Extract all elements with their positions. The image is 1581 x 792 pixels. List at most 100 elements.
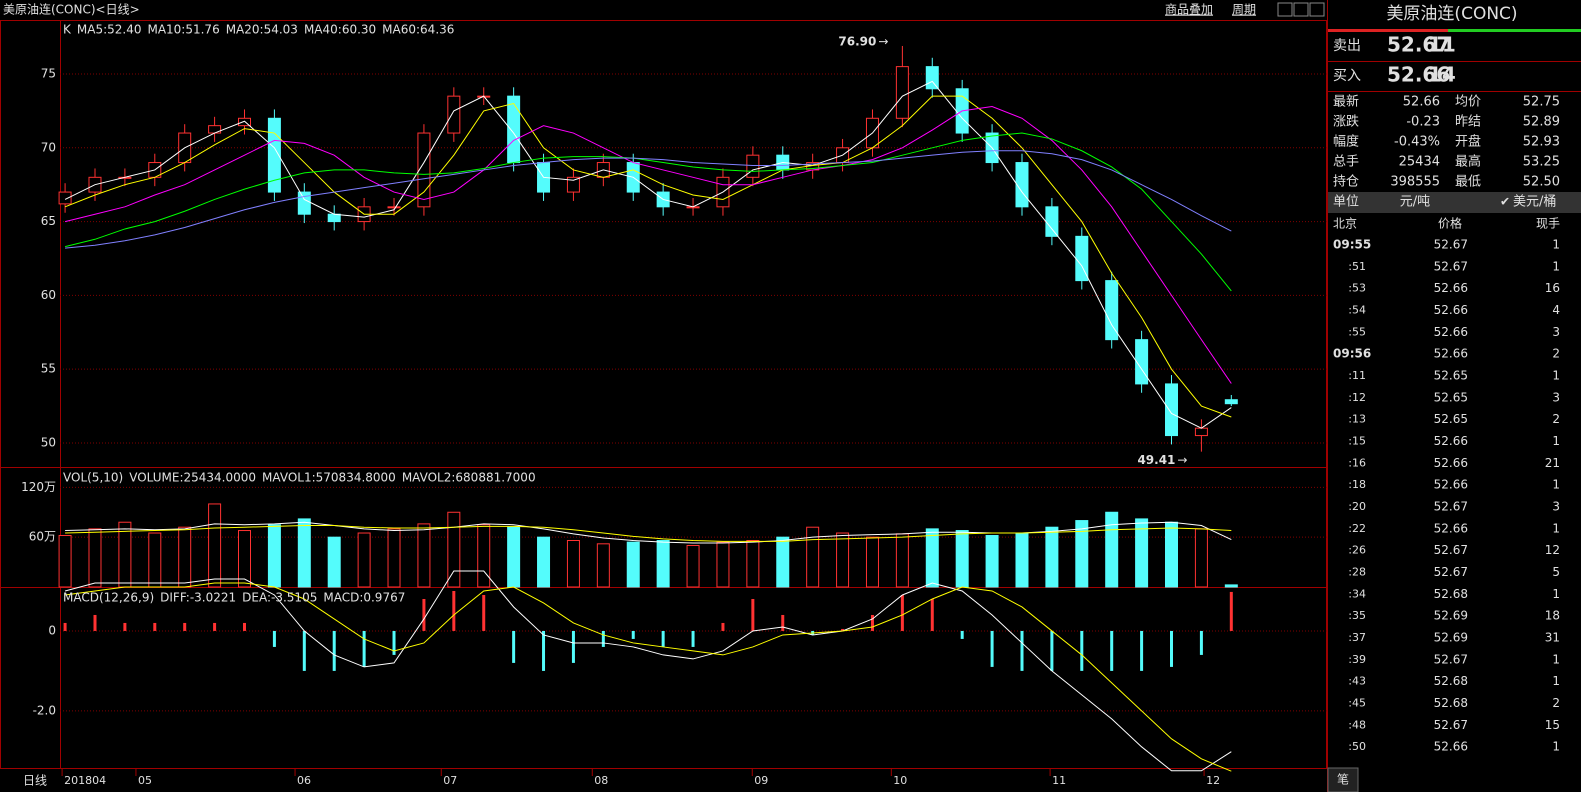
annotation-arrow: → (878, 34, 888, 48)
legend-label: MA10:51.76 (147, 23, 219, 37)
period-link[interactable]: 周期 (1232, 3, 1256, 17)
y-tick-label: 65 (41, 214, 56, 228)
volume-bar (925, 528, 939, 588)
window-title: 美原油连(CONC)<日线> (3, 2, 140, 17)
legend-label: MACD:0.9767 (323, 591, 405, 605)
tick-vol: 1 (1552, 652, 1560, 666)
stat-label: 总手 (1333, 155, 1359, 170)
y-tick-label: 60万 (29, 530, 56, 544)
stat-value: 52.66 (1403, 95, 1440, 110)
tick-vol: 3 (1552, 390, 1560, 404)
candle-body (1015, 162, 1029, 208)
stat-value: -0.23 (1406, 115, 1440, 130)
stat-value: 52.75 (1523, 95, 1560, 110)
legend-label: MAVOL2:680881.7000 (402, 471, 536, 485)
tick-price: 52.66 (1434, 521, 1468, 535)
candle-body (1194, 427, 1208, 437)
x-tick-label: 06 (297, 774, 311, 787)
y-tick-label: 50 (41, 435, 56, 449)
legend-label: VOL(5,10) (63, 471, 123, 485)
y-tick-label: 55 (41, 362, 56, 376)
tick-price: 52.66 (1434, 478, 1468, 492)
stat-label: 昨结 (1455, 115, 1481, 130)
tick-vol: 1 (1552, 674, 1560, 688)
tick-vol: 1 (1552, 587, 1560, 601)
tick-price: 52.66 (1434, 347, 1468, 361)
volume-bar (148, 532, 162, 588)
volume-bar (178, 526, 192, 588)
tick-vol: 2 (1552, 347, 1560, 361)
volume-bar (357, 532, 371, 588)
tick-price: 52.66 (1434, 325, 1468, 339)
candle-body (387, 206, 401, 209)
volume-bar (1015, 532, 1029, 588)
stat-label: 幅度 (1333, 134, 1359, 150)
tick-vol: 1 (1552, 740, 1560, 754)
col-header: 现手 (1536, 217, 1560, 231)
volume-bar (387, 528, 401, 588)
tick-time: :18 (1348, 478, 1366, 491)
unit-label: 单位 (1333, 195, 1359, 210)
tick-price: 52.67 (1434, 238, 1468, 252)
tick-vol: 1 (1552, 238, 1560, 252)
volume-bar (955, 530, 969, 588)
tick-price: 52.68 (1434, 674, 1468, 688)
x-tick-label: 10 (893, 774, 907, 787)
legend-label: DIFF:-3.0221 (160, 591, 236, 605)
stat-value: 53.25 (1523, 155, 1560, 170)
y-tick-label: 70 (41, 140, 56, 154)
volume-bar (1105, 511, 1119, 588)
volume-bar (208, 503, 222, 588)
volume-bar (267, 524, 281, 588)
col-header: 价格 (1438, 216, 1462, 231)
tick-time: :53 (1348, 282, 1366, 295)
volume-bar (1135, 518, 1149, 588)
x-tick-label: 09 (754, 774, 768, 787)
tick-time: :13 (1348, 413, 1366, 426)
candle-body (1045, 206, 1059, 237)
volume-bar (447, 511, 461, 588)
stat-value: -0.43% (1394, 135, 1440, 150)
volume-bar (776, 536, 790, 588)
unit-option[interactable]: 美元/桶 (1513, 195, 1556, 210)
volume-bar (1224, 584, 1238, 588)
stat-value: 52.89 (1523, 115, 1560, 130)
line (64, 95, 1232, 418)
tick-price: 52.66 (1434, 303, 1468, 317)
volume-bar (865, 536, 879, 588)
candle-body (58, 191, 72, 205)
x-tick-label: 12 (1206, 774, 1220, 787)
tick-vol: 1 (1552, 478, 1560, 492)
tick-price: 52.68 (1434, 587, 1468, 601)
line (65, 525, 1232, 542)
bid-label: 买入 (1333, 68, 1361, 84)
tick-vol: 12 (1545, 543, 1560, 557)
tick-price: 52.69 (1434, 609, 1468, 623)
tab[interactable] (1327, 767, 1359, 792)
x-tick-label: 11 (1052, 774, 1066, 787)
legend-label: DEA:-3.5105 (242, 591, 317, 605)
overlay-link[interactable]: 商品叠加 (1165, 2, 1213, 17)
btn[interactable] (1309, 2, 1325, 17)
tick-price: 52.66 (1434, 456, 1468, 470)
btn[interactable] (1293, 2, 1309, 17)
tick-time: :35 (1348, 609, 1366, 622)
volume-bar (1075, 520, 1089, 588)
legend-label: MA20:54.03 (226, 23, 298, 37)
stat-label: 最新 (1333, 94, 1359, 110)
volume-bar (746, 539, 760, 588)
tick-vol: 2 (1552, 696, 1560, 710)
volume-bar (477, 524, 491, 588)
tab-label[interactable]: 笔 (1337, 772, 1349, 787)
ask-size: 11 (1428, 33, 1456, 57)
tick-time: :26 (1348, 544, 1366, 557)
tick-price: 52.69 (1434, 630, 1468, 644)
tick-vol: 1 (1552, 259, 1560, 273)
legend-label: MA40:60.30 (304, 23, 376, 37)
unit-option[interactable]: 元/吨 (1400, 195, 1430, 210)
btn[interactable] (1277, 2, 1293, 17)
stat-label: 最低 (1455, 175, 1481, 190)
tick-vol: 16 (1545, 281, 1560, 295)
col-header: 北京 (1333, 217, 1357, 231)
nav-buttons[interactable] (1277, 2, 1325, 17)
